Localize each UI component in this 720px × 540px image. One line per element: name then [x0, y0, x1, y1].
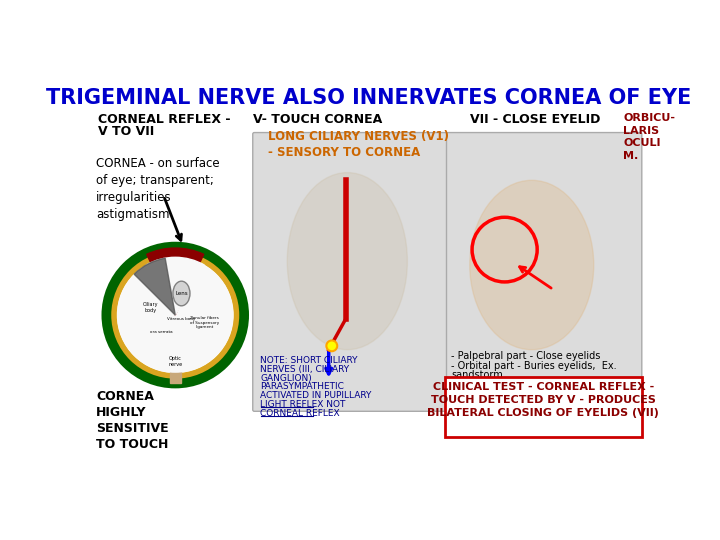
- Wedge shape: [147, 248, 204, 315]
- Circle shape: [117, 257, 233, 373]
- Text: CORNEAL REFLEX: CORNEAL REFLEX: [261, 409, 340, 418]
- Text: ORBICU-
LARIS
OCULI
M.: ORBICU- LARIS OCULI M.: [624, 113, 675, 160]
- Circle shape: [326, 340, 337, 351]
- Wedge shape: [134, 258, 175, 315]
- Text: NERVES (III, CILIARY: NERVES (III, CILIARY: [261, 364, 350, 374]
- Text: TRIGEMINAL NERVE ALSO INNERVATES CORNEA OF EYE: TRIGEMINAL NERVE ALSO INNERVATES CORNEA …: [46, 88, 692, 108]
- Text: Zonular fibers
of Suspensory
ligament: Zonular fibers of Suspensory ligament: [190, 316, 220, 329]
- Text: LONG CILIARY NERVES (V1)
- SENSORY TO CORNEA: LONG CILIARY NERVES (V1) - SENSORY TO CO…: [269, 130, 449, 159]
- Text: Ciliary
body: Ciliary body: [143, 302, 158, 313]
- Text: Optic
nerve: Optic nerve: [168, 356, 182, 367]
- FancyBboxPatch shape: [253, 132, 448, 411]
- Text: CORNEAL REFLEX -: CORNEAL REFLEX -: [98, 113, 230, 126]
- Text: NOTE: SHORT CILIARY: NOTE: SHORT CILIARY: [261, 356, 358, 365]
- Text: PARASYMPATHETIC: PARASYMPATHETIC: [261, 382, 344, 392]
- Text: V TO VII: V TO VII: [98, 125, 154, 138]
- Ellipse shape: [287, 173, 408, 350]
- Text: CORNEA - on surface
of eye; transparent;
irregularities
astigmatism: CORNEA - on surface of eye; transparent;…: [96, 157, 220, 221]
- Text: - Orbital part - Buries eyelids,  Ex.: - Orbital part - Buries eyelids, Ex.: [451, 361, 617, 372]
- Text: VII - CLOSE EYELID: VII - CLOSE EYELID: [469, 113, 600, 126]
- Text: - Palpebral part - Close eyelids: - Palpebral part - Close eyelids: [451, 351, 600, 361]
- Text: LIGHT REFLEX NOT: LIGHT REFLEX NOT: [261, 400, 346, 409]
- FancyBboxPatch shape: [445, 377, 642, 437]
- Text: ora serrata: ora serrata: [150, 330, 173, 334]
- Bar: [170, 370, 181, 383]
- Text: Lens: Lens: [175, 291, 188, 296]
- Text: CORNEA
HIGHLY
SENSITIVE
TO TOUCH: CORNEA HIGHLY SENSITIVE TO TOUCH: [96, 390, 168, 451]
- Ellipse shape: [173, 281, 190, 306]
- Circle shape: [107, 247, 243, 383]
- FancyBboxPatch shape: [446, 132, 642, 411]
- Text: GANGLION): GANGLION): [261, 374, 312, 382]
- Text: V- TOUCH CORNEA: V- TOUCH CORNEA: [253, 113, 382, 126]
- Wedge shape: [146, 257, 204, 315]
- Text: CLINICAL TEST - CORNEAL REFLEX -
TOUCH DETECTED BY V - PRODUCES
BILATERAL CLOSIN: CLINICAL TEST - CORNEAL REFLEX - TOUCH D…: [428, 382, 660, 418]
- Text: ACTIVATED IN PUPILLARY: ACTIVATED IN PUPILLARY: [261, 392, 372, 400]
- Text: sandstorm: sandstorm: [451, 370, 503, 381]
- Ellipse shape: [469, 180, 594, 350]
- Text: Vitreous body: Vitreous body: [167, 317, 196, 321]
